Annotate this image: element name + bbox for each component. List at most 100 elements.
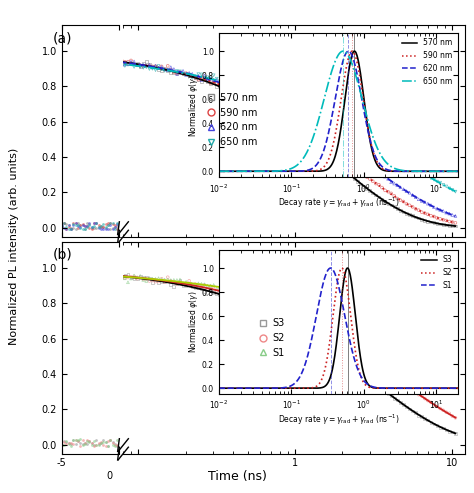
Point [67, 224, 75, 232]
Point [170, 283, 178, 291]
Point [329, 309, 337, 317]
Point [317, 147, 325, 155]
Point [176, 68, 184, 75]
Point [231, 84, 239, 92]
Point [173, 70, 181, 78]
Point [106, 58, 113, 66]
Point [109, 56, 117, 64]
Point [152, 62, 159, 70]
Point [124, 60, 132, 68]
Point [74, 221, 82, 229]
Point [393, 396, 401, 404]
Point [149, 63, 156, 70]
Point [323, 141, 331, 149]
Point [182, 71, 190, 79]
Point [317, 127, 325, 135]
Point [280, 119, 288, 127]
Point [277, 95, 285, 103]
Point [234, 89, 242, 97]
Point [74, 436, 82, 444]
Point [179, 282, 187, 289]
Point [69, 436, 77, 444]
Point [91, 54, 98, 62]
Point [112, 269, 119, 277]
Point [406, 189, 413, 197]
Point [107, 436, 114, 444]
Point [216, 79, 224, 87]
Point [107, 436, 114, 444]
Point [418, 197, 426, 205]
Point [369, 378, 376, 386]
Point [311, 122, 319, 130]
Point [256, 306, 264, 314]
Point [146, 277, 153, 285]
Point [351, 131, 358, 139]
Point [97, 55, 104, 63]
Point [271, 295, 279, 303]
Point [189, 70, 196, 78]
Point [326, 329, 334, 337]
Point [189, 282, 196, 290]
Point [225, 80, 233, 88]
Point [137, 62, 144, 70]
Point [107, 225, 114, 233]
Point [65, 440, 73, 448]
Point [311, 110, 319, 118]
Point [326, 343, 334, 351]
Point [366, 320, 374, 328]
Point [403, 403, 410, 411]
Point [228, 81, 236, 89]
Point [106, 57, 113, 65]
Point [381, 387, 389, 395]
Point [194, 284, 202, 292]
Point [320, 151, 328, 159]
Point [149, 64, 156, 71]
Point [139, 64, 147, 72]
Point [286, 99, 294, 107]
Point [237, 287, 245, 295]
Point [265, 292, 273, 300]
Point [391, 328, 398, 336]
Point [95, 440, 102, 448]
Point [81, 440, 89, 448]
Point [67, 225, 75, 233]
Point [124, 61, 132, 69]
Point [317, 303, 325, 311]
Point [372, 322, 380, 330]
Point [326, 154, 334, 162]
Point [311, 303, 319, 311]
Point [274, 315, 282, 322]
Point [69, 220, 77, 228]
Point [320, 131, 328, 139]
Point [448, 211, 456, 219]
Point [111, 223, 119, 231]
Point [164, 62, 172, 70]
Point [256, 94, 264, 102]
Point [305, 301, 312, 309]
Point [311, 322, 319, 330]
Point [91, 272, 98, 280]
Point [112, 57, 119, 65]
Point [155, 279, 163, 286]
Point [86, 221, 93, 229]
Text: Normalized PL intensity (arb. units): Normalized PL intensity (arb. units) [9, 148, 19, 345]
Point [305, 319, 312, 327]
Point [112, 59, 119, 67]
Point [418, 215, 426, 223]
Point [97, 54, 104, 62]
Point [198, 75, 205, 83]
Point [391, 179, 398, 187]
Point [170, 69, 178, 76]
Point [170, 65, 178, 73]
Point [152, 62, 159, 70]
Point [146, 274, 153, 282]
Point [335, 162, 343, 170]
Point [130, 63, 138, 71]
Point [305, 127, 312, 135]
Point [219, 83, 227, 91]
Point [424, 397, 432, 405]
Point [63, 438, 70, 446]
Point [366, 162, 374, 170]
Point [179, 281, 187, 288]
Point [277, 314, 285, 322]
